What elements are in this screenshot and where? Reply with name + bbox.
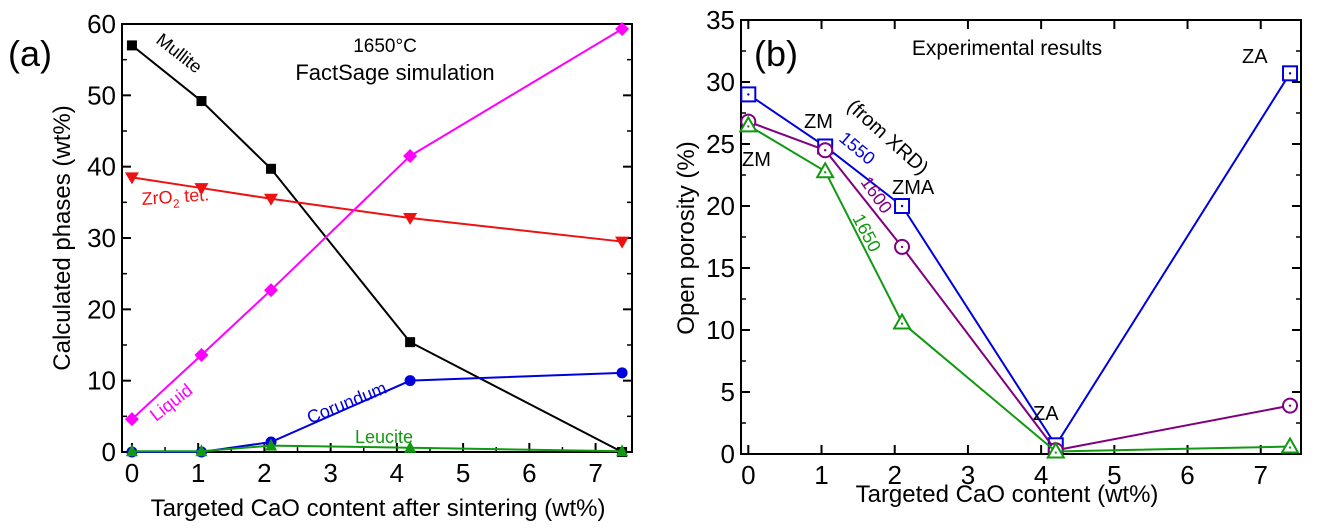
y-tick-label: 50 [87, 80, 116, 110]
x-axis-label-a: Targeted CaO content after sintering (wt… [151, 495, 606, 522]
x-tick-label: 3 [323, 458, 337, 488]
data-point-zro2-tet- [264, 193, 279, 206]
x-tick-label: 0 [741, 460, 755, 490]
y-axis-label-a: Calculated phases (wt%) [49, 105, 76, 370]
series-label-liquid: Liquid [146, 380, 196, 425]
axis-ticks-a: 0 10 20 30 40 50 60 0 1 2 3 4 5 6 7 [87, 9, 632, 488]
panel-a: 0 10 20 30 40 50 60 0 1 2 3 4 5 6 7 (a) 1650°C FactSag… [8, 9, 633, 522]
data-point-leucite [404, 440, 417, 453]
marker-dot [900, 322, 904, 325]
annotation-simulation: FactSage simulation [295, 60, 494, 85]
data-point-zro2-tet- [403, 213, 418, 226]
series-label-corundum: Corundum [304, 378, 389, 428]
y-tick-label: 5 [721, 377, 735, 407]
x-tick-label: 5 [456, 458, 470, 488]
phase-label-zma: ZMA [892, 177, 935, 199]
y-tick-label: 60 [87, 9, 116, 39]
data-point-liquid [194, 347, 209, 362]
y-tick-label: 25 [706, 129, 735, 159]
phase-label-zm-1: ZM [742, 149, 771, 171]
data-point-liquid [124, 412, 139, 427]
annotation-temperature: 1650°C [353, 36, 417, 57]
x-tick-label: 3 [961, 460, 975, 490]
data-point-1650 [892, 312, 912, 330]
marker-dot [747, 125, 750, 128]
phase-label-zm-2: ZM [804, 111, 833, 133]
y-tick-label: 20 [87, 294, 116, 324]
axis-ticks-b: 0 5 10 15 20 25 30 35 0 1 2 3 4 5 6 7 [706, 5, 1301, 490]
marker-dot [823, 149, 827, 152]
x-tick-label: 6 [522, 458, 536, 488]
panel-label-b: (b) [754, 33, 798, 74]
series-line-liquid [131, 28, 623, 420]
x-tick-label: 2 [257, 458, 271, 488]
marker-dot [823, 171, 827, 174]
y-tick-label: 0 [721, 439, 735, 469]
panel-b: 0 5 10 15 20 25 30 35 0 1 2 3 4 5 6 7 (b) Experimental … [673, 5, 1302, 508]
plot-frame-b [740, 19, 1302, 455]
y-tick-label: 10 [706, 315, 735, 345]
data-point-mullite [196, 96, 207, 107]
data-point-mullite [405, 337, 416, 348]
x-tick-label: 7 [1254, 460, 1268, 490]
data-point-corundum [616, 367, 628, 379]
series-label-leucite: Leucite [355, 427, 413, 447]
x-tick-label: 0 [125, 458, 139, 488]
panel-label-a: (a) [8, 33, 52, 74]
series-label-mullite: Mullite [153, 29, 206, 77]
y-tick-label: 30 [87, 223, 116, 253]
data-point-zro2-tet- [615, 236, 630, 249]
x-tick-label: 4 [390, 458, 404, 488]
y-tick-label: 35 [706, 5, 735, 35]
x-tick-label: 6 [1180, 460, 1194, 490]
data-point-leucite [616, 444, 629, 457]
data-point-mullite [126, 40, 137, 51]
x-axis-label-b: Targeted CaO content (wt%) [856, 481, 1159, 508]
series-label-zro2: ZrO2 tet. [141, 184, 210, 213]
data-point-zro2-tet- [194, 183, 209, 196]
y-tick-label: 0 [102, 437, 116, 467]
y-tick-label: 10 [87, 366, 116, 396]
x-tick-label: 7 [588, 458, 602, 488]
data-point-leucite [265, 438, 278, 451]
marker-dot [747, 93, 750, 96]
marker-dot [1288, 446, 1292, 449]
marker-dot [900, 245, 904, 249]
marker-dot [1054, 451, 1057, 454]
x-tick-label: 1 [191, 458, 205, 488]
data-point-leucite [125, 444, 138, 457]
marker-dot [900, 204, 904, 208]
y-tick-label: 30 [706, 67, 735, 97]
y-tick-label: 40 [87, 152, 116, 182]
data-point-1650 [1046, 441, 1066, 459]
data-point-1650 [738, 115, 759, 133]
x-tick-label: 2 [887, 460, 901, 490]
x-tick-label: 4 [1034, 460, 1048, 490]
marker-dot [1288, 72, 1292, 75]
data-point-mullite [266, 163, 277, 174]
x-tick-label: 1 [814, 460, 828, 490]
series-a [124, 21, 630, 458]
y-tick-label: 15 [706, 253, 735, 283]
data-point-1650 [1280, 436, 1300, 454]
chart-title-b: Experimental results [912, 37, 1102, 60]
y-tick-label: 20 [706, 191, 735, 221]
data-point-zro2-tet- [124, 172, 139, 185]
y-axis-label-b: Open porosity (%) [673, 141, 700, 334]
marker-dot [1288, 404, 1292, 407]
data-point-liquid [615, 21, 630, 36]
data-point-liquid [403, 148, 418, 163]
data-point-1650 [815, 161, 835, 179]
phase-label-za-1: ZA [1033, 403, 1059, 425]
phase-label-za-2: ZA [1242, 46, 1268, 68]
data-point-corundum [404, 375, 416, 387]
x-tick-label: 5 [1107, 460, 1121, 490]
data-point-liquid [264, 283, 279, 298]
series-b [738, 65, 1300, 459]
data-point-leucite [195, 444, 208, 457]
series-label-1600: 1600 [857, 173, 896, 217]
